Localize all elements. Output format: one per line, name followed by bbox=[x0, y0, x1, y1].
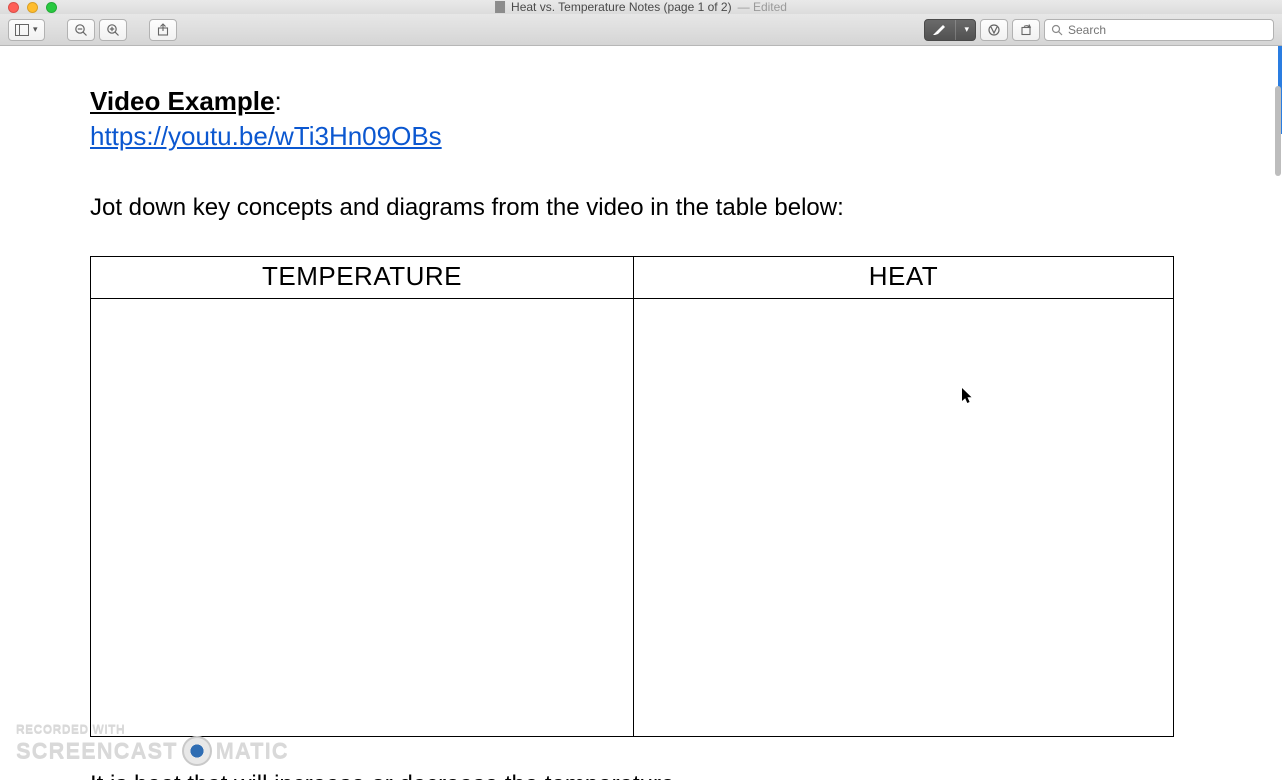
watermark-top: RECORDED WITH bbox=[16, 723, 289, 736]
close-window-button[interactable] bbox=[8, 2, 19, 13]
share-button[interactable] bbox=[149, 19, 177, 41]
search-field[interactable] bbox=[1044, 19, 1274, 41]
highlighter-icon bbox=[931, 23, 947, 37]
cell-heat[interactable] bbox=[634, 299, 1174, 737]
watermark-left: SCREENCAST bbox=[16, 739, 178, 762]
window-edited-label: — Edited bbox=[738, 0, 787, 14]
sidebar-icon bbox=[15, 24, 29, 36]
search-icon bbox=[1051, 24, 1063, 36]
titlebar: Heat vs. Temperature Notes (page 1 of 2)… bbox=[0, 0, 1282, 14]
table-header-row: TEMPERATURE HEAT bbox=[91, 257, 1174, 299]
fullscreen-window-button[interactable] bbox=[46, 2, 57, 13]
window-title: Heat vs. Temperature Notes (page 1 of 2)… bbox=[495, 0, 787, 14]
after-text: It is heat that will increase or decreas… bbox=[90, 771, 1192, 780]
video-link-line: https://youtu.be/wTi3Hn09OBs bbox=[90, 121, 1192, 152]
instruction-text: Jot down key concepts and diagrams from … bbox=[90, 194, 1192, 222]
minimize-window-button[interactable] bbox=[27, 2, 38, 13]
zoom-in-icon bbox=[106, 23, 120, 37]
document-view: Video Example: https://youtu.be/wTi3Hn09… bbox=[0, 46, 1282, 780]
highlight-tool-button[interactable]: ▾ bbox=[924, 19, 976, 41]
window-title-text: Heat vs. Temperature Notes (page 1 of 2) bbox=[511, 0, 732, 14]
toolbar: ▾ bbox=[0, 14, 1282, 46]
watermark-right: MATIC bbox=[216, 739, 289, 762]
rotate-icon bbox=[1019, 23, 1033, 37]
scrollbar-thumb[interactable] bbox=[1275, 86, 1281, 176]
markup-icon bbox=[987, 23, 1001, 37]
watermark-badge-icon bbox=[182, 736, 212, 766]
watermark: RECORDED WITH SCREENCAST MATIC bbox=[16, 723, 289, 766]
page-content: Video Example: https://youtu.be/wTi3Hn09… bbox=[0, 46, 1282, 780]
zoom-out-icon bbox=[74, 23, 88, 37]
table-row bbox=[91, 299, 1174, 737]
zoom-in-button[interactable] bbox=[99, 19, 127, 41]
document-icon bbox=[495, 1, 505, 13]
heading-label: Video Example bbox=[90, 86, 275, 116]
view-mode-button[interactable] bbox=[8, 19, 45, 41]
highlight-dropdown[interactable]: ▾ bbox=[958, 20, 975, 40]
search-input[interactable] bbox=[1068, 23, 1267, 37]
video-link[interactable]: https://youtu.be/wTi3Hn09OBs bbox=[90, 121, 442, 151]
table-header-temperature: TEMPERATURE bbox=[91, 257, 634, 299]
rotate-button[interactable] bbox=[1012, 19, 1040, 41]
heading-line: Video Example: bbox=[90, 86, 1192, 117]
zoom-out-button[interactable] bbox=[67, 19, 95, 41]
notes-table: TEMPERATURE HEAT bbox=[90, 256, 1174, 737]
edited-text: Edited bbox=[753, 0, 787, 14]
window-controls bbox=[8, 2, 57, 13]
cell-temperature[interactable] bbox=[91, 299, 634, 737]
share-icon bbox=[156, 23, 170, 37]
scrollbar-track[interactable] bbox=[1274, 46, 1282, 780]
table-header-heat: HEAT bbox=[634, 257, 1174, 299]
markup-toolbar-button[interactable] bbox=[980, 19, 1008, 41]
heading-suffix: : bbox=[275, 86, 282, 116]
